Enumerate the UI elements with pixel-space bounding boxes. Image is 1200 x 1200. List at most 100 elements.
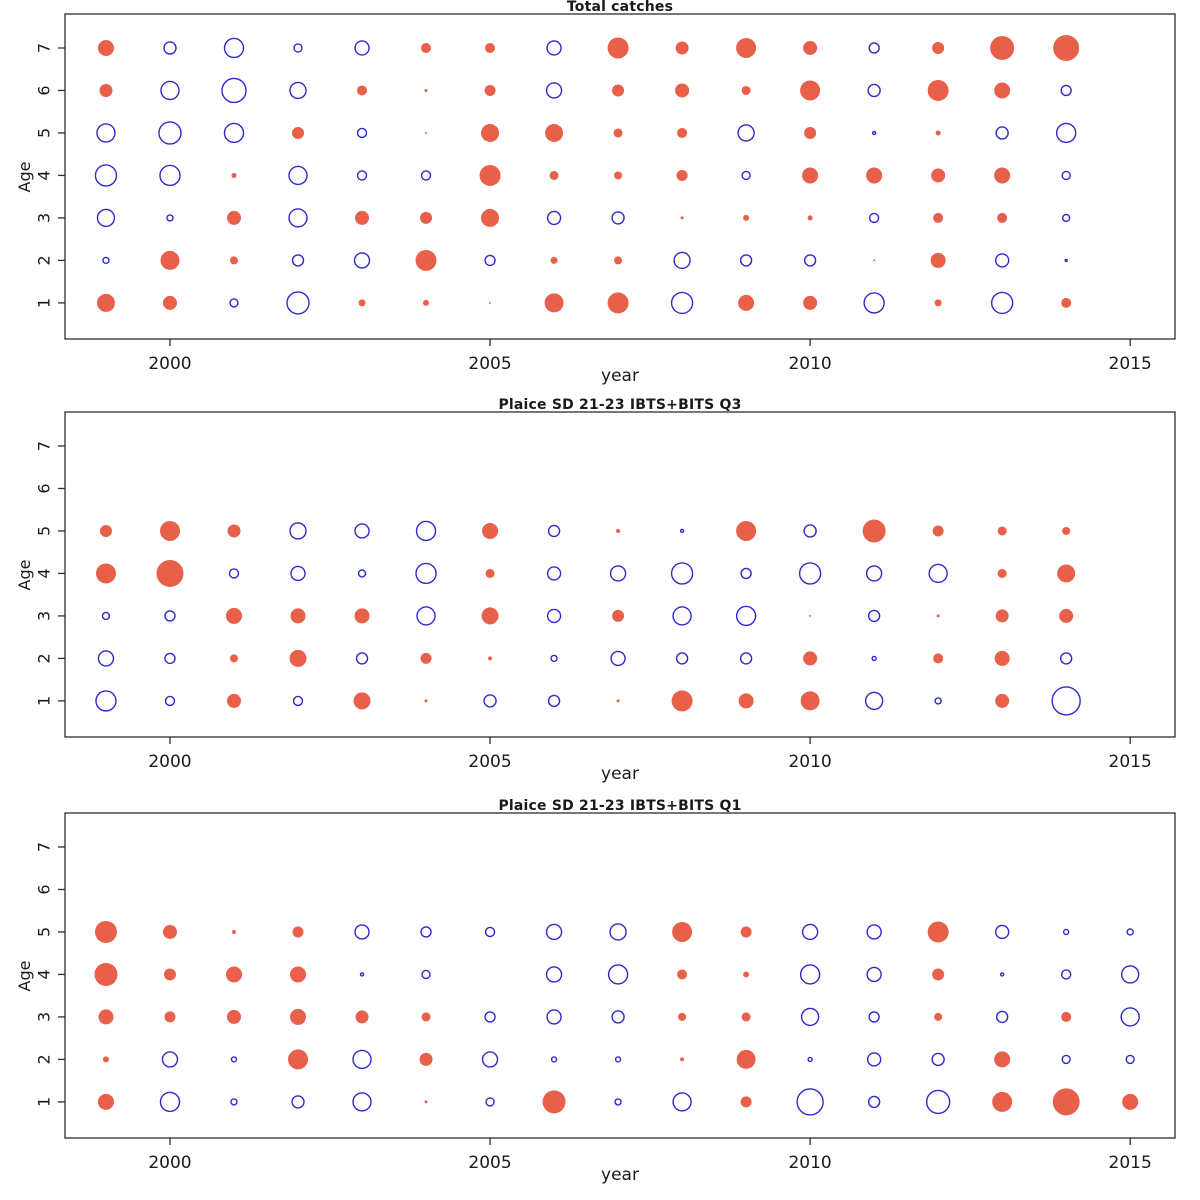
bubble-negative [1059,652,1073,665]
bubble-positive [160,250,180,270]
x-tick-label: 2005 [468,354,511,374]
bubble-negative [291,254,305,267]
bubble-negative [159,164,181,187]
panel-title: Plaice SD 21-23 IBTS+BITS Q1 [498,798,742,814]
bubble-positive [549,170,559,180]
bubble-positive [357,85,368,96]
bubble-negative [995,1010,1009,1024]
bubble-negative [1120,965,1140,984]
bubble-negative [1126,928,1134,936]
bubble-positive [676,169,688,181]
bubble-negative [292,695,304,707]
bubble-negative [96,208,116,228]
bubble-positive [803,40,818,55]
bubble-positive [1059,608,1074,623]
bubble-negative [868,212,880,224]
y-axis-label: Age [15,960,34,992]
x-tick-label: 2015 [1109,752,1152,772]
bubble-negative [1061,213,1071,223]
y-tick-label: 2 [35,1054,54,1064]
bubble-negative [415,562,437,585]
bubble-negative [803,524,817,538]
bubble-positive [927,921,949,943]
bubble-positive [164,1011,176,1023]
bubble-negative [864,691,884,711]
bubble-positive [288,1049,309,1070]
panel-ibts-bits-q1: 2000 2005 2010 2015 1 2 3 4 5 6 7 Plaice SD 21-23 … [0,798,1200,1200]
bubble-negative [356,127,368,139]
bubble-negative [673,251,691,270]
bubble-negative [1120,1007,1140,1027]
bubble-negative [928,563,948,584]
bubble-positive [1122,1093,1139,1110]
bubble-positive [740,926,752,938]
bubble-negative [420,170,432,181]
bubble-positive [488,656,493,661]
x-tick-label: 2015 [1109,1153,1152,1173]
y-tick-label: 4 [35,568,54,578]
bubble-negative [546,210,562,226]
bubble-positive [226,1009,241,1024]
bubble-negative [416,606,436,626]
bubble-negative [868,42,880,54]
bubble-positive [421,1012,431,1022]
bubble-negative [1060,84,1072,97]
bubble-positive [736,520,757,541]
bubble-positive [873,259,876,262]
bubble-positive [481,123,500,142]
bubble-negative [97,650,115,667]
y-tick-label: 1 [35,696,54,706]
y-tick-label: 7 [35,842,54,852]
bubble-negative [863,292,885,314]
bubble-negative [741,170,751,181]
bubble-positive [804,126,817,139]
bubble-positive [932,525,944,537]
bubble-positive [931,168,946,183]
bubble-positive [94,920,117,943]
bubble-negative [867,1095,881,1109]
bubble-negative [807,1056,813,1063]
bubble-negative [546,1009,562,1025]
bubble-positive [481,208,500,227]
bubble-negative [995,126,1009,140]
y-tick-label: 4 [35,170,54,180]
bubble-negative [1064,258,1068,263]
bubble-negative [925,1089,951,1115]
bubble-positive [680,216,684,220]
x-tick-label: 2010 [788,354,831,374]
bubble-negative [990,291,1014,315]
bubble-negative [994,253,1010,268]
bubble-positive [932,968,945,981]
bubble-positive [934,1012,943,1021]
bubble-negative [866,966,882,983]
bubble-positive [740,1096,752,1108]
bubble-negative [355,652,369,665]
bubble-negative [485,1097,495,1107]
bubble-positive [738,693,754,709]
y-tick-label: 3 [35,1012,54,1022]
y-tick-label: 2 [35,255,54,265]
bubble-negative [798,562,822,585]
bubble-negative [871,655,877,662]
bubble-positive [677,127,688,138]
bubble-negative [164,695,176,707]
bubble-negative [866,924,882,940]
bubble-positive [741,1012,751,1022]
bubble-positive [675,41,689,55]
y-tick-label: 5 [35,128,54,138]
bubble-positive [743,971,750,978]
bubble-positive [927,79,949,101]
bubble-positive [159,520,180,541]
bubble-negative [291,1095,305,1109]
bubble-positive [607,292,629,314]
bubble-negative [739,652,753,665]
x-tick-label: 2010 [788,1153,831,1173]
bubble-positive [738,294,755,311]
bubble-negative [614,1056,622,1063]
bubble-positive [163,968,176,981]
x-tick-label: 2010 [788,752,831,772]
bubble-positive [229,256,238,265]
bubble-positive [803,295,818,310]
bubble-negative [158,121,182,145]
bubble-negative [101,611,111,621]
